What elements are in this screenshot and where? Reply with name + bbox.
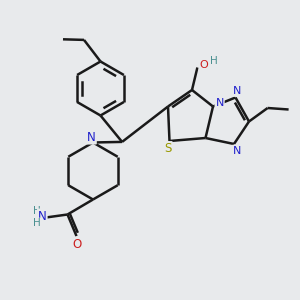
Text: N: N [38,209,47,223]
Text: S: S [164,142,172,155]
Text: H: H [33,206,41,216]
Text: H: H [210,56,218,66]
Text: N: N [215,98,224,109]
Text: O: O [200,60,208,70]
Text: N: N [233,146,241,156]
Text: O: O [73,238,82,251]
Text: H: H [33,218,41,229]
Text: N: N [233,86,241,96]
Text: N: N [87,130,96,144]
